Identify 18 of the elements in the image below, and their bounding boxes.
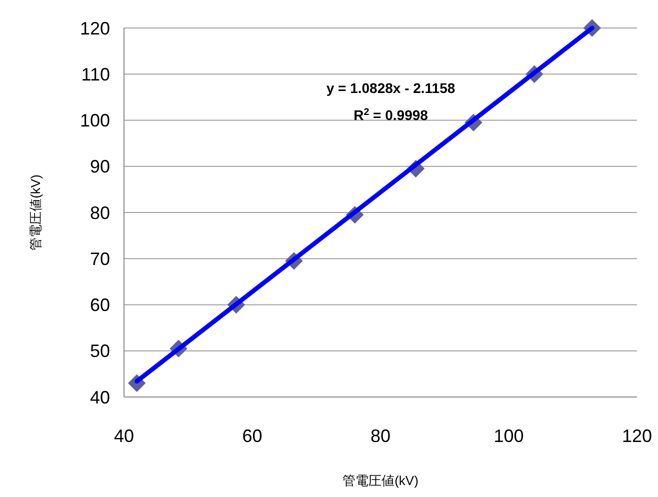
- y-tick-label: 110: [81, 64, 110, 84]
- y-tick-label: 120: [80, 18, 110, 38]
- y-tick-label: 50: [90, 341, 110, 362]
- x-tick-label: 60: [242, 426, 262, 446]
- y-tick-label: 90: [90, 156, 110, 177]
- x-tick-label: 100: [494, 426, 524, 446]
- y-tick-label: 40: [90, 387, 110, 408]
- annotation: R$^{2}$ = 0.9998: [354, 106, 428, 123]
- y-axis-title: 管電圧値(kV): [28, 174, 43, 250]
- y-tick-label: 70: [90, 248, 110, 269]
- x-tick-label: 40: [114, 426, 134, 446]
- y-tick-label: 60: [90, 295, 110, 316]
- y-tick-label: 80: [90, 202, 110, 223]
- y-tick-label: 100: [80, 110, 110, 131]
- annotation: y = 1.0828x - 2.1158: [326, 80, 456, 96]
- x-tick-label: 120: [622, 426, 652, 446]
- x-axis-title: 管電圧値(kV): [342, 473, 418, 488]
- x-tick-label: 80: [370, 426, 391, 446]
